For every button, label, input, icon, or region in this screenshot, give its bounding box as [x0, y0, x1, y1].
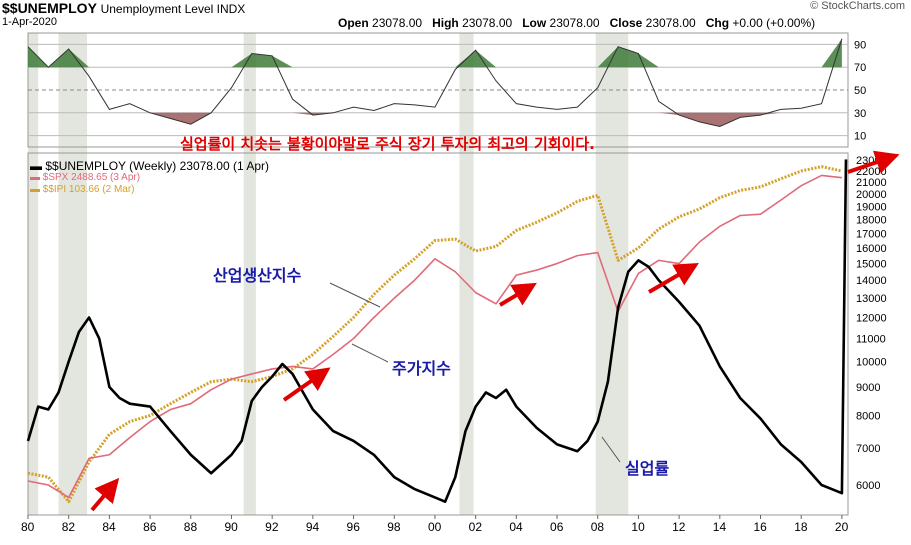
stock-index-label: 주가지수	[392, 359, 451, 378]
x-tick-label: 92	[265, 520, 279, 534]
x-tick-label: 84	[102, 520, 116, 534]
x-tick-label: 00	[428, 520, 442, 534]
x-tick-label: 98	[387, 520, 401, 534]
recession-band	[459, 33, 474, 515]
oscillator-tick-label: 30	[854, 108, 866, 120]
main-panel	[27, 152, 849, 516]
x-tick-label: 12	[672, 520, 686, 534]
x-tick-label: 10	[631, 520, 645, 534]
main-tick-label: 7000	[856, 443, 880, 455]
legend-unemploy: ▬ $$UNEMPLOY (Weekly) 23078.00 (1 Apr)	[30, 159, 270, 173]
unemployment-label: 실업률	[625, 459, 670, 478]
unemployment-pointer	[601, 436, 621, 463]
main-tick-label: 19000	[856, 201, 887, 213]
trend-arrow	[847, 150, 900, 174]
main-tick-label: 11000	[856, 334, 886, 346]
x-tick-label: 18	[794, 520, 808, 534]
oscillator-tick-label: 10	[854, 131, 866, 143]
oscillator-tick-label: 70	[854, 62, 866, 74]
x-tick-label: 90	[224, 520, 238, 534]
trend-arrow	[498, 282, 537, 307]
oscillator-overbought-fill	[28, 38, 842, 68]
ohlc-readout: Open 23078.00 High 23078.00 Low 23078.00…	[338, 16, 816, 30]
main-tick-label: 14000	[856, 275, 887, 287]
oscillator-tick-label: 50	[854, 85, 866, 97]
x-tick-label: 04	[509, 520, 523, 534]
main-tick-label: 20000	[856, 189, 887, 201]
x-tick-label: 02	[469, 520, 483, 534]
x-tick-label: 88	[184, 520, 198, 534]
legend-spx: ▬ $SPX 2488.65 (3 Apr)	[30, 172, 141, 183]
stockcharts-brand[interactable]: © StockCharts.com	[810, 0, 905, 12]
main-tick-label: 21000	[856, 177, 887, 189]
main-tick-label: 12000	[856, 312, 887, 324]
oscillator-oversold-fill	[28, 112, 842, 127]
main-tick-label: 17000	[856, 228, 887, 240]
main-tick-label: 13000	[856, 293, 887, 305]
symbol-title: $$UNEMPLOY Unemployment Level INDX	[2, 0, 246, 16]
oscillator-line	[27, 38, 843, 128]
recession-band	[243, 33, 256, 515]
main-tick-label: 16000	[856, 243, 887, 255]
unemploy-line	[26, 159, 848, 503]
main-tick-label: 18000	[856, 214, 887, 226]
main-tick-label: 15000	[856, 259, 887, 271]
recession-band	[58, 33, 88, 515]
industrial-pointer	[329, 282, 381, 308]
main-tick-label: 8000	[856, 410, 880, 422]
x-tick-label: 80	[21, 520, 35, 534]
x-tick-label: 20	[835, 520, 849, 534]
recession-band	[595, 33, 629, 515]
oscillator-tick-label: 90	[854, 39, 866, 51]
x-tick-label: 06	[550, 520, 564, 534]
ipi-line	[27, 165, 843, 504]
x-tick-label: 94	[306, 520, 320, 534]
headline-annotation: 실업률이 치솟는 불황이야말로 주식 장기 투자의 최고의 기회이다.	[180, 135, 595, 153]
recession-band	[28, 33, 39, 515]
trend-arrow	[282, 367, 331, 402]
x-tick-label: 82	[62, 520, 76, 534]
symbol-description: Unemployment Level INDX	[100, 2, 246, 16]
trend-arrow	[90, 477, 120, 512]
legend-ipi: ▬ $$IPI 103.66 (2 Mar)	[30, 184, 135, 195]
x-tick-label: 08	[591, 520, 605, 534]
spx-line	[27, 174, 842, 499]
main-tick-label: 9000	[856, 382, 880, 394]
x-tick-label: 86	[143, 520, 157, 534]
chart-date: 1-Apr-2020	[2, 16, 58, 28]
x-tick-label: 14	[713, 520, 727, 534]
stock-pointer	[351, 343, 389, 363]
x-tick-label: 16	[754, 520, 768, 534]
main-tick-label: 10000	[856, 357, 887, 369]
chart-legend: ▬ $$UNEMPLOY (Weekly) 23078.00 (1 Apr) ▬…	[30, 160, 269, 196]
x-tick-label: 96	[347, 520, 361, 534]
main-tick-label: 6000	[856, 480, 880, 492]
trend-arrow	[647, 262, 699, 294]
industrial-production-label: 산업생산지수	[213, 266, 302, 285]
